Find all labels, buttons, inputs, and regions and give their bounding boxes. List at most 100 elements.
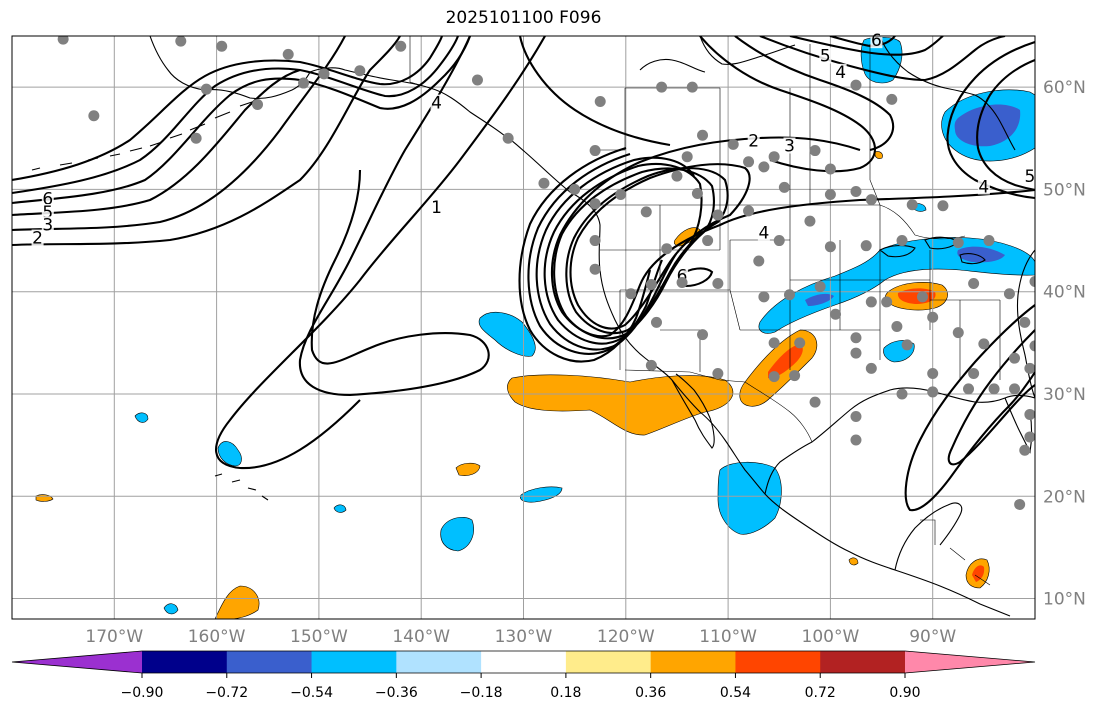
contour-label: 1 bbox=[431, 198, 442, 218]
anomaly-area-positive-strong bbox=[768, 344, 803, 379]
coastline-hawaii bbox=[214, 473, 269, 501]
station-marker bbox=[850, 332, 862, 344]
station-marker bbox=[656, 81, 668, 93]
anomaly-area-positive-strong bbox=[972, 565, 985, 582]
station-marker bbox=[1024, 408, 1035, 420]
anomaly-area-negative-strong bbox=[954, 104, 1021, 147]
contour-line bbox=[518, 146, 652, 363]
station-marker bbox=[743, 205, 755, 217]
colorbar-segment bbox=[481, 651, 567, 673]
contour-label-backdrop bbox=[41, 190, 54, 207]
coastline-yucatan bbox=[894, 502, 963, 571]
station-marker bbox=[865, 194, 877, 206]
anomaly-area-positive bbox=[848, 557, 859, 566]
station-marker bbox=[676, 276, 688, 288]
station-marker bbox=[860, 240, 872, 252]
station-marker bbox=[850, 434, 862, 446]
colorbar-tick-label: −0.54 bbox=[290, 685, 333, 701]
colorbar-tick-label: 0.90 bbox=[889, 685, 920, 701]
station-marker bbox=[896, 235, 908, 247]
colorbar-tick-label: 0.36 bbox=[635, 685, 666, 701]
station-marker bbox=[1009, 383, 1021, 395]
station-marker bbox=[589, 235, 601, 247]
station-marker bbox=[1029, 340, 1035, 352]
station-marker bbox=[968, 278, 980, 290]
coastline-east bbox=[1016, 249, 1035, 399]
contour-label-backdrop bbox=[819, 47, 832, 64]
station-marker bbox=[645, 359, 657, 371]
longitude-label: 110°W bbox=[699, 627, 757, 647]
station-marker bbox=[88, 110, 100, 122]
colorbar-extend-max bbox=[905, 651, 1035, 673]
station-marker bbox=[830, 308, 842, 320]
station-marker bbox=[650, 316, 662, 328]
station-marker bbox=[1014, 498, 1026, 510]
station-marker bbox=[727, 138, 739, 150]
station-marker bbox=[686, 81, 698, 93]
contour-label-backdrop bbox=[834, 63, 847, 80]
contour-label-backdrop bbox=[757, 224, 770, 241]
anomaly-area-negative bbox=[134, 412, 149, 423]
border-us-mexico bbox=[624, 369, 813, 443]
anomaly-area-negative bbox=[440, 517, 474, 552]
station-marker bbox=[814, 281, 826, 293]
station-marker bbox=[625, 288, 637, 300]
station-marker bbox=[681, 151, 693, 163]
station-marker bbox=[963, 383, 975, 395]
station-marker bbox=[881, 296, 893, 308]
station-marker bbox=[794, 337, 806, 349]
station-marker bbox=[471, 74, 483, 86]
contour-line bbox=[518, 36, 671, 147]
colorbar-tick-label: 0.54 bbox=[720, 685, 751, 701]
station-marker bbox=[712, 368, 724, 380]
contour-line bbox=[12, 36, 471, 205]
contour-lines bbox=[12, 36, 1035, 512]
station-marker bbox=[865, 362, 877, 374]
station-marker bbox=[200, 83, 212, 95]
latitude-label: 60°N bbox=[1043, 78, 1086, 98]
station-marker bbox=[753, 255, 765, 267]
station-marker bbox=[978, 338, 990, 350]
coastline-alaska bbox=[149, 36, 526, 153]
station-marker bbox=[640, 206, 652, 218]
contour-label-backdrop bbox=[1023, 168, 1036, 185]
station-marker bbox=[569, 183, 581, 195]
station-marker bbox=[783, 289, 795, 301]
contour-line bbox=[759, 36, 1006, 82]
colorbar-extend-min bbox=[12, 651, 142, 673]
longitude-label: 120°W bbox=[597, 627, 655, 647]
anomaly-area-positive bbox=[214, 585, 260, 619]
station-marker bbox=[318, 68, 330, 80]
station-marker bbox=[916, 291, 928, 303]
contour-line bbox=[946, 41, 1035, 200]
anomaly-area-negative bbox=[217, 441, 242, 467]
station-marker bbox=[594, 95, 606, 107]
station-marker bbox=[891, 320, 903, 332]
colorbar-segment bbox=[226, 651, 313, 673]
coastline-gulf bbox=[764, 387, 1035, 495]
anomaly-area-negative bbox=[758, 237, 1035, 334]
anomaly-area-negative-strong bbox=[957, 246, 1005, 263]
station-marker bbox=[896, 388, 908, 400]
colorbar-tick-label: −0.90 bbox=[121, 685, 164, 701]
contour-line bbox=[12, 36, 401, 247]
station-marker bbox=[952, 237, 964, 249]
station-marker bbox=[789, 370, 801, 382]
anomaly-area-positive bbox=[507, 374, 734, 436]
coastline-baja bbox=[671, 373, 715, 449]
contour-label-backdrop bbox=[430, 198, 443, 215]
station-marker bbox=[809, 145, 821, 157]
colorbar-tick-label: 0.18 bbox=[550, 685, 581, 701]
contour-label: 5 bbox=[1024, 167, 1035, 187]
station-marker bbox=[886, 93, 898, 105]
contour-line bbox=[543, 162, 703, 345]
station-marker bbox=[901, 339, 913, 351]
contour-label: 3 bbox=[784, 137, 795, 157]
station-marker bbox=[395, 40, 407, 52]
anomaly-area-negative bbox=[163, 603, 179, 615]
station-marker bbox=[1003, 288, 1015, 300]
contour-line bbox=[569, 163, 751, 330]
contour-label: 4 bbox=[978, 177, 989, 197]
station-marker bbox=[824, 241, 836, 253]
